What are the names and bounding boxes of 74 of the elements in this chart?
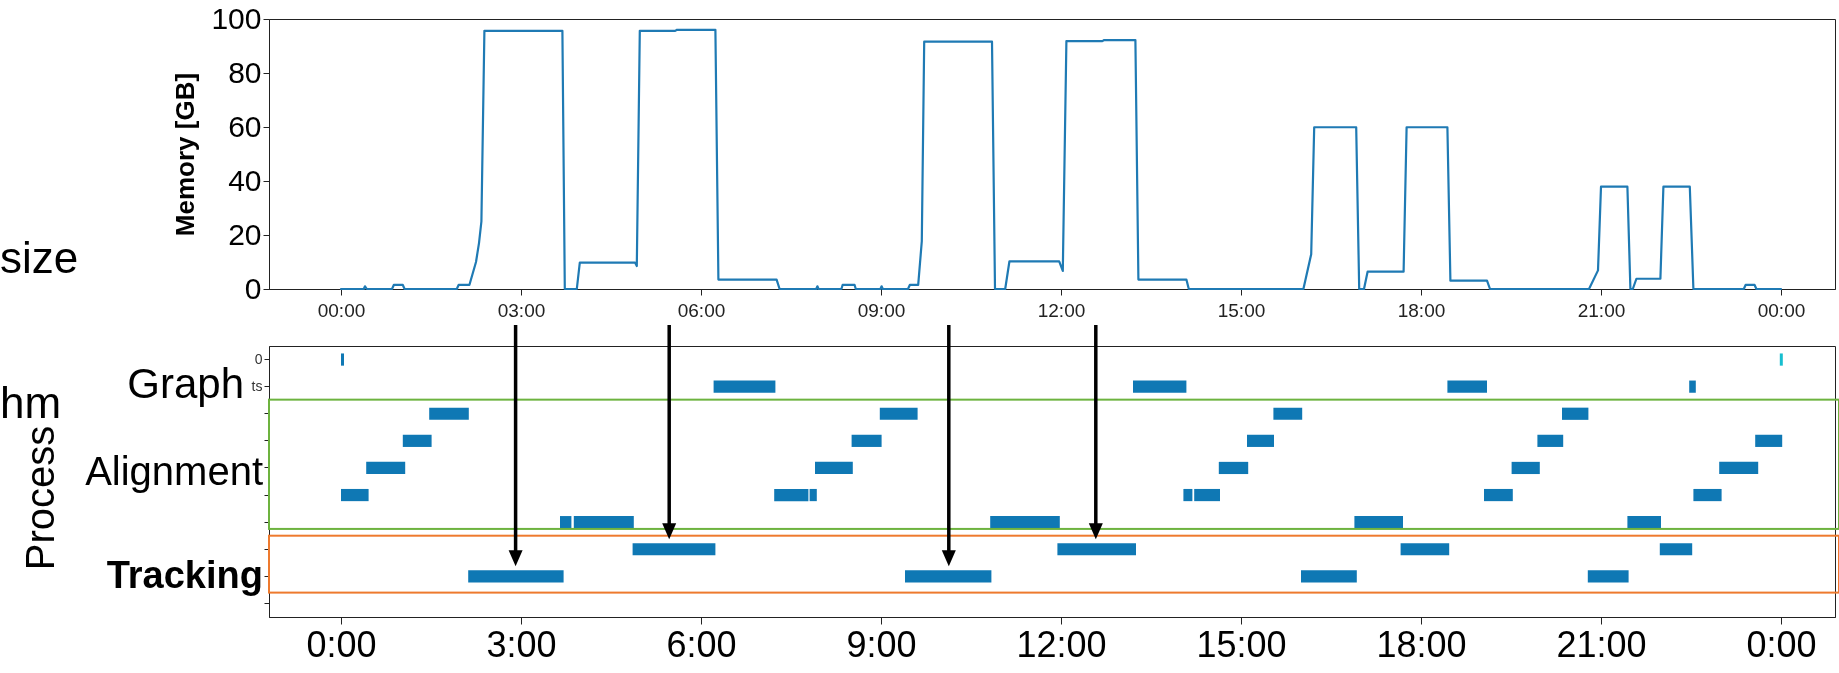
- text: hm: [0, 378, 62, 427]
- bar: [1056, 542, 1136, 555]
- bar: [340, 352, 344, 366]
- bar: [809, 488, 817, 501]
- y-tick-label: 80: [227, 55, 261, 88]
- y-axis-title: Process: [17, 425, 61, 570]
- line-series: [339, 28, 1782, 290]
- bar: [1561, 407, 1588, 420]
- y-tick-label: 0: [244, 271, 261, 304]
- bar: [1132, 380, 1186, 393]
- bar: [1400, 542, 1449, 555]
- text: Graph: [127, 360, 244, 407]
- x-tick-label: 15:00: [1195, 623, 1287, 664]
- x-tick-label: 21:00: [1555, 623, 1647, 664]
- y-tick-label: 60: [227, 109, 261, 142]
- bar: [1483, 488, 1513, 501]
- bar: [1272, 407, 1302, 420]
- bar: [1779, 352, 1783, 366]
- bar: [1353, 515, 1403, 528]
- x-tick-label: 9:00: [845, 623, 917, 664]
- bar: [773, 488, 808, 501]
- y-axis-title: Memory [GB]: [169, 72, 200, 236]
- x-tick-label: 18:00: [1397, 299, 1445, 320]
- x-tick-label: 3:00: [485, 623, 557, 664]
- y-tick-label: 40: [227, 163, 261, 196]
- text: Alignment: [85, 449, 263, 493]
- bar: [632, 542, 715, 555]
- bar: [1193, 488, 1220, 501]
- bar: [467, 569, 564, 582]
- bar: [1587, 569, 1629, 582]
- x-tick-label: 21:00: [1577, 299, 1625, 320]
- x-tick-label: 06:00: [677, 299, 725, 320]
- bar: [1300, 569, 1357, 582]
- y-tick-label: 100: [210, 1, 261, 34]
- bar: [559, 515, 571, 528]
- x-tick-label: 12:00: [1037, 299, 1085, 320]
- bar: [1446, 380, 1487, 393]
- x-tick-label: 18:00: [1375, 623, 1467, 664]
- bar: [573, 515, 634, 528]
- bar: [428, 407, 469, 420]
- bar: [1692, 488, 1722, 501]
- bar: [1182, 488, 1192, 501]
- x-tick-label: 00:00: [1757, 299, 1805, 320]
- x-tick-label: 6:00: [665, 623, 737, 664]
- x-tick-label: 15:00: [1217, 299, 1265, 320]
- bar: [713, 380, 775, 393]
- bar: [1718, 461, 1758, 474]
- y-tick-label: ts: [251, 377, 262, 394]
- bar: [879, 407, 918, 420]
- bar: [1754, 434, 1782, 447]
- bar: [1218, 461, 1248, 474]
- text: Tracking: [106, 554, 263, 596]
- x-tick-label: 09:00: [857, 299, 905, 320]
- bar: [1659, 542, 1692, 555]
- bar: [1688, 380, 1696, 393]
- x-tick-label: 00:00: [317, 299, 365, 320]
- bar: [904, 569, 991, 582]
- bar: [340, 488, 369, 501]
- bar: [402, 434, 432, 447]
- bar: [1511, 461, 1540, 474]
- y-tick-label: 0: [254, 350, 263, 367]
- y-tick-label: 20: [227, 217, 261, 250]
- bar: [851, 434, 882, 447]
- bar: [1536, 434, 1563, 447]
- bar: [1626, 515, 1661, 528]
- bar: [365, 461, 405, 474]
- text: size: [0, 233, 79, 282]
- x-tick-label: 0:00: [305, 623, 377, 664]
- x-tick-label: 0:00: [1745, 623, 1817, 664]
- x-tick-label: 03:00: [497, 299, 545, 320]
- bar: [1246, 434, 1274, 447]
- x-tick-label: 12:00: [1015, 623, 1107, 664]
- bar: [989, 515, 1060, 528]
- bar: [814, 461, 853, 474]
